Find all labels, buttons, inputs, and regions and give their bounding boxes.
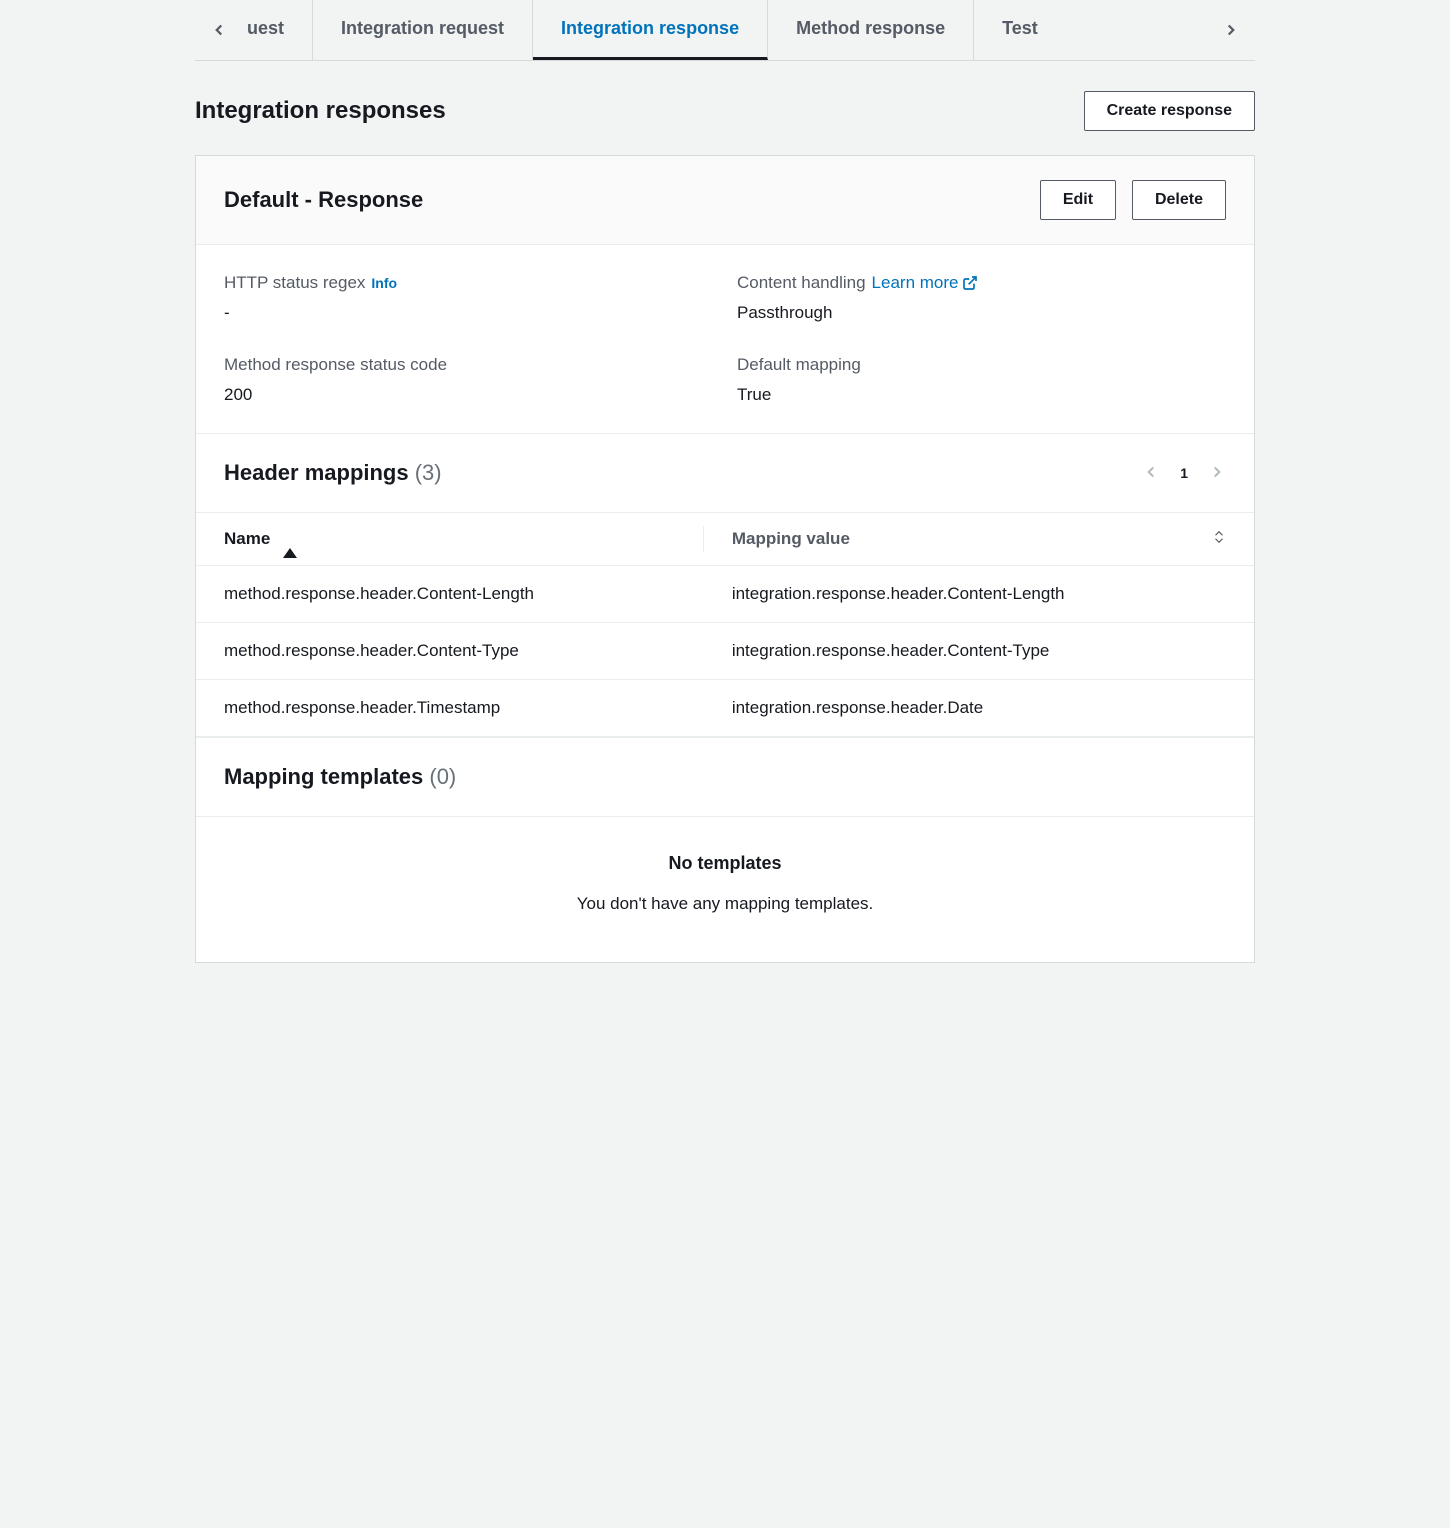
response-panel: Default - Response Edit Delete HTTP stat…	[195, 155, 1255, 963]
table-row: method.response.header.Content-Lengthint…	[196, 566, 1254, 623]
tabs-scroll-left[interactable]	[199, 0, 239, 60]
empty-subtitle: You don't have any mapping templates.	[224, 894, 1226, 914]
learn-more-link[interactable]: Learn more	[872, 273, 979, 293]
external-link-icon	[962, 275, 978, 291]
default-mapping-label: Default mapping	[737, 355, 1226, 375]
cell-name: method.response.header.Content-Length	[196, 566, 704, 623]
create-response-button[interactable]: Create response	[1084, 91, 1255, 131]
page-title: Integration responses	[195, 97, 446, 125]
content-handling-value: Passthrough	[737, 303, 1226, 323]
pager-next[interactable]	[1208, 463, 1226, 484]
pager-page: 1	[1180, 465, 1188, 481]
cell-mapping-value: integration.response.header.Content-Type	[704, 623, 1254, 680]
sort-asc-icon	[283, 529, 297, 558]
field-default-mapping: Default mapping True	[737, 355, 1226, 405]
header-mappings-count: (3)	[415, 460, 442, 485]
field-content-handling: Content handling Learn more Passthrough	[737, 273, 1226, 323]
delete-button[interactable]: Delete	[1132, 180, 1226, 220]
tab-truncated[interactable]: uest	[239, 0, 313, 60]
cell-name: method.response.header.Timestamp	[196, 680, 704, 737]
empty-title: No templates	[224, 853, 1226, 874]
info-link[interactable]: Info	[371, 275, 397, 291]
col-name[interactable]: Name	[196, 513, 704, 566]
content-handling-label: Content handling	[737, 273, 866, 293]
method-response-code-value: 200	[224, 385, 713, 405]
header-mappings-title: Header mappings (3)	[224, 460, 442, 486]
field-http-status-regex: HTTP status regex Info -	[224, 273, 713, 323]
field-method-response-code: Method response status code 200	[224, 355, 713, 405]
tab-integration-request[interactable]: Integration request	[313, 0, 533, 60]
mapping-templates-title: Mapping templates (0)	[224, 764, 456, 790]
tab-test[interactable]: Test	[974, 0, 1066, 60]
mapping-templates-count: (0)	[429, 764, 456, 789]
cell-mapping-value: integration.response.header.Content-Leng…	[704, 566, 1254, 623]
pager: 1	[1142, 463, 1226, 484]
tab-method-response[interactable]: Method response	[768, 0, 974, 60]
method-response-code-label: Method response status code	[224, 355, 713, 375]
table-row: method.response.header.Timestampintegrat…	[196, 680, 1254, 737]
panel-title: Default - Response	[224, 187, 423, 213]
table-row: method.response.header.Content-Typeinteg…	[196, 623, 1254, 680]
tabs-scroll-right[interactable]	[1211, 0, 1251, 60]
edit-button[interactable]: Edit	[1040, 180, 1116, 220]
tab-integration-response[interactable]: Integration response	[533, 0, 768, 60]
pager-prev[interactable]	[1142, 463, 1160, 484]
cell-name: method.response.header.Content-Type	[196, 623, 704, 680]
cell-mapping-value: integration.response.header.Date	[704, 680, 1254, 737]
sort-neutral-icon	[1212, 529, 1226, 549]
http-status-regex-label: HTTP status regex	[224, 273, 365, 293]
default-mapping-value: True	[737, 385, 1226, 405]
tabs-bar: uest Integration request Integration res…	[195, 0, 1255, 61]
header-mappings-table: Name Mapping value	[196, 513, 1254, 737]
http-status-regex-value: -	[224, 303, 713, 323]
col-mapping-value[interactable]: Mapping value	[704, 513, 1254, 566]
mapping-templates-empty: No templates You don't have any mapping …	[196, 816, 1254, 962]
